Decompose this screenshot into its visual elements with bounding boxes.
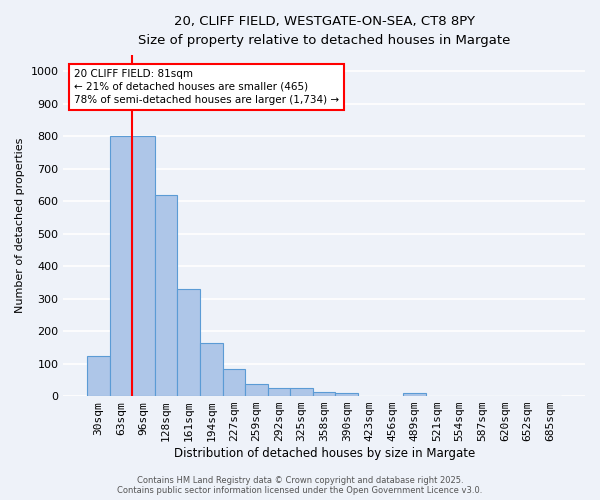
Bar (223, 370, 245, 396)
Bar (403, 394, 426, 396)
Text: 20 CLIFF FIELD: 81sqm
← 21% of detached houses are smaller (465)
78% of semi-det: 20 CLIFF FIELD: 81sqm ← 21% of detached … (74, 68, 339, 105)
Bar (335, 394, 358, 396)
Bar (200, 342, 223, 396)
Bar (178, 289, 200, 396)
X-axis label: Distribution of detached houses by size in Margate: Distribution of detached houses by size … (173, 447, 475, 460)
Bar (110, 136, 132, 396)
Bar (155, 194, 178, 396)
Title: 20, CLIFF FIELD, WESTGATE-ON-SEA, CT8 8PY
Size of property relative to detached : 20, CLIFF FIELD, WESTGATE-ON-SEA, CT8 8P… (138, 15, 511, 47)
Bar (132, 136, 155, 396)
Bar (313, 392, 335, 396)
Text: Contains HM Land Registry data © Crown copyright and database right 2025.
Contai: Contains HM Land Registry data © Crown c… (118, 476, 482, 495)
Bar (245, 384, 268, 396)
Bar (290, 388, 313, 396)
Bar (268, 388, 290, 396)
Bar (87, 356, 110, 396)
Y-axis label: Number of detached properties: Number of detached properties (15, 138, 25, 314)
